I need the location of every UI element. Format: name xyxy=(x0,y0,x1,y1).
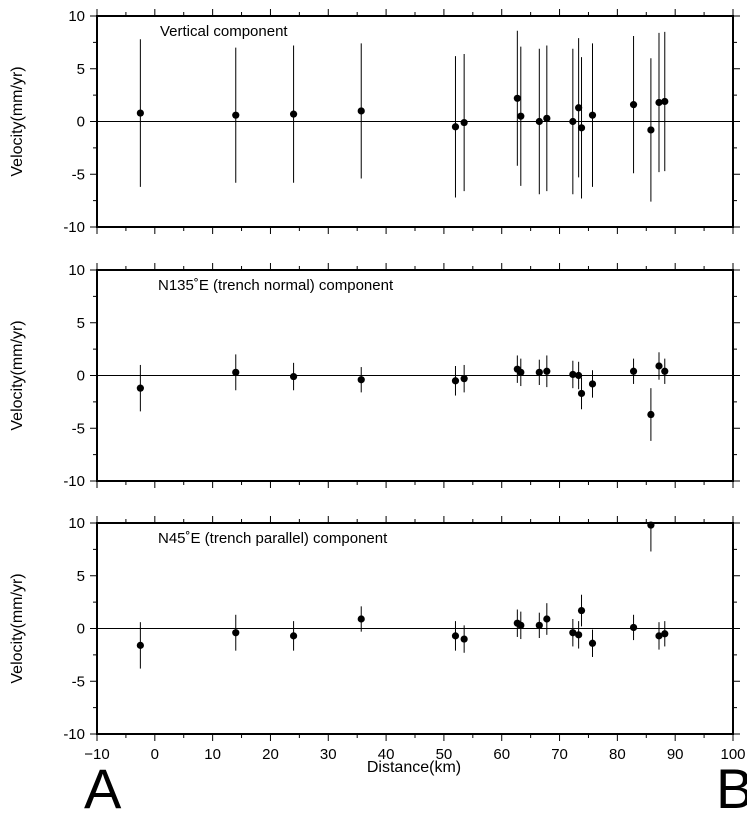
x-tick-label: −10 xyxy=(84,746,109,763)
data-point xyxy=(357,107,365,115)
y-tick-label: 10 xyxy=(68,515,85,532)
data-point xyxy=(629,367,638,375)
y-tick-label: 0 xyxy=(77,368,85,385)
y-tick-label: -10 xyxy=(63,726,85,743)
y-axis-label: Velocity(mm/yr) xyxy=(9,573,26,683)
x-tick-label: 100 xyxy=(720,746,745,763)
data-point xyxy=(569,117,577,126)
data-point xyxy=(289,110,298,118)
y-tick-label: 5 xyxy=(77,61,85,78)
data-point xyxy=(460,118,468,127)
data-point xyxy=(655,98,663,107)
data-point xyxy=(647,521,655,529)
y-tick-label: 0 xyxy=(77,114,85,131)
x-tick-label: 40 xyxy=(378,746,395,763)
data-point xyxy=(629,101,638,109)
y-tick-label: -5 xyxy=(72,166,85,183)
data-point xyxy=(577,389,586,398)
data-point xyxy=(289,372,298,381)
x-tick-label: 70 xyxy=(551,746,568,763)
data-point xyxy=(517,621,525,629)
data-point xyxy=(451,377,460,385)
data-point xyxy=(460,635,468,643)
data-point xyxy=(629,623,638,632)
y-tick-label: 10 xyxy=(68,262,85,279)
data-point xyxy=(136,109,144,117)
profile-end-label: B xyxy=(716,757,747,816)
vertical-component-panel: Vertical component Velocity(mm/yr) -10 -5… xyxy=(9,8,740,236)
y-tick-label: 5 xyxy=(77,315,85,332)
data-point xyxy=(655,362,663,370)
data-point xyxy=(357,376,365,384)
data-point xyxy=(575,631,583,639)
x-tick-label: 80 xyxy=(609,746,626,763)
data-point xyxy=(232,111,240,119)
data-point xyxy=(535,368,543,376)
data-point xyxy=(517,112,525,120)
data-point xyxy=(543,615,551,623)
data-point xyxy=(232,368,240,376)
panel-title: N135˚E (trench normal) component xyxy=(158,277,394,294)
data-point xyxy=(535,621,543,629)
data-point xyxy=(661,630,669,638)
data-point xyxy=(647,126,655,134)
data-point xyxy=(588,380,597,388)
x-tick-label: 30 xyxy=(320,746,337,763)
y-axis-label: Velocity(mm/yr) xyxy=(9,320,26,430)
y-tick-label: -10 xyxy=(63,219,85,236)
data-point xyxy=(661,367,669,375)
panel-title: Vertical component xyxy=(160,23,288,40)
x-tick-label: 10 xyxy=(204,746,221,763)
x-tick-label: 0 xyxy=(151,746,159,763)
data-point xyxy=(460,375,468,383)
data-point xyxy=(647,410,655,419)
data-point xyxy=(577,606,586,615)
panel-title: N45˚E (trench parallel) component xyxy=(158,530,388,547)
trench-parallel-component-panel: N45˚E (trench parallel) component Veloci… xyxy=(9,515,746,763)
data-point xyxy=(543,367,551,375)
data-point xyxy=(575,371,583,380)
y-tick-label: 10 xyxy=(68,8,85,25)
y-tick-label: 0 xyxy=(77,621,85,638)
data-point xyxy=(136,384,144,392)
y-tick-label: -5 xyxy=(72,420,85,437)
x-tick-label: 50 xyxy=(436,746,453,763)
data-point xyxy=(569,370,577,379)
data-point xyxy=(588,111,597,119)
data-point xyxy=(577,124,586,132)
data-point xyxy=(543,114,551,122)
y-tick-label: 5 xyxy=(77,568,85,585)
y-axis-label: Velocity(mm/yr) xyxy=(9,66,26,176)
data-point xyxy=(661,97,669,106)
data-point xyxy=(588,639,597,647)
data-point xyxy=(569,629,577,637)
x-tick-label: 60 xyxy=(493,746,510,763)
data-point xyxy=(655,632,663,640)
data-point xyxy=(517,368,525,376)
data-point xyxy=(535,117,543,126)
data-point xyxy=(513,94,521,102)
x-tick-label: 90 xyxy=(667,746,684,763)
data-point xyxy=(451,123,460,131)
data-point xyxy=(232,629,240,637)
trench-normal-component-panel: N135˚E (trench normal) component Velocit… xyxy=(9,262,740,490)
data-point xyxy=(136,641,144,649)
y-tick-label: -5 xyxy=(72,673,85,690)
data-point xyxy=(357,615,365,623)
x-tick-label: 20 xyxy=(262,746,279,763)
y-tick-label: -10 xyxy=(63,473,85,490)
x-axis-label: Distance(km) xyxy=(367,759,461,776)
data-point xyxy=(451,632,460,640)
profile-start-label: A xyxy=(84,757,122,816)
data-point xyxy=(575,104,583,112)
data-point xyxy=(289,632,298,640)
